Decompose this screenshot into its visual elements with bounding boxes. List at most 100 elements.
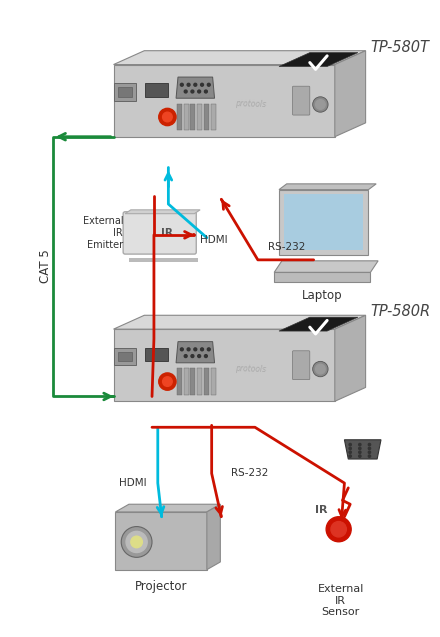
FancyBboxPatch shape (118, 352, 132, 361)
Circle shape (163, 112, 172, 122)
Circle shape (349, 451, 352, 454)
Polygon shape (279, 190, 368, 255)
FancyBboxPatch shape (211, 104, 216, 131)
FancyBboxPatch shape (204, 368, 209, 395)
Polygon shape (279, 53, 358, 66)
Circle shape (187, 83, 190, 86)
Circle shape (131, 536, 143, 548)
Circle shape (359, 443, 361, 446)
Circle shape (184, 90, 187, 93)
Circle shape (368, 451, 370, 454)
FancyBboxPatch shape (123, 211, 196, 254)
Text: protools: protools (235, 99, 266, 110)
Circle shape (201, 348, 203, 351)
Polygon shape (176, 77, 215, 98)
Circle shape (368, 447, 370, 450)
Polygon shape (345, 440, 381, 459)
Circle shape (349, 443, 352, 446)
FancyBboxPatch shape (184, 104, 189, 131)
FancyBboxPatch shape (191, 368, 195, 395)
Circle shape (121, 527, 152, 557)
Polygon shape (114, 315, 366, 329)
Circle shape (180, 83, 183, 86)
Circle shape (187, 348, 190, 351)
Circle shape (349, 447, 352, 450)
Polygon shape (129, 258, 198, 262)
Circle shape (207, 83, 210, 86)
FancyBboxPatch shape (184, 368, 189, 395)
Circle shape (313, 97, 328, 112)
Text: IR: IR (161, 228, 172, 238)
Text: HDMI: HDMI (200, 235, 228, 245)
Circle shape (159, 108, 176, 125)
Circle shape (163, 376, 172, 387)
Polygon shape (279, 184, 376, 190)
FancyBboxPatch shape (204, 104, 209, 131)
Circle shape (207, 348, 210, 351)
Polygon shape (274, 261, 378, 273)
Text: HDMI: HDMI (119, 478, 146, 488)
Circle shape (368, 443, 370, 446)
Circle shape (198, 90, 201, 93)
Circle shape (194, 83, 197, 86)
FancyBboxPatch shape (197, 368, 202, 395)
FancyBboxPatch shape (197, 104, 202, 131)
Circle shape (198, 355, 201, 357)
Text: RS-232: RS-232 (268, 242, 305, 252)
Polygon shape (176, 341, 215, 363)
Text: TP-580T: TP-580T (370, 39, 429, 55)
Polygon shape (125, 210, 200, 213)
Polygon shape (114, 64, 335, 137)
Circle shape (205, 355, 207, 357)
Text: protools: protools (235, 364, 266, 374)
Circle shape (180, 348, 183, 351)
Circle shape (349, 455, 352, 457)
Text: RS-232: RS-232 (231, 468, 268, 478)
FancyBboxPatch shape (191, 104, 195, 131)
Polygon shape (284, 194, 363, 250)
Circle shape (313, 361, 328, 376)
Circle shape (315, 99, 325, 110)
Circle shape (191, 90, 194, 93)
Circle shape (201, 83, 203, 86)
Text: External
IR
Sensor: External IR Sensor (317, 584, 364, 617)
FancyBboxPatch shape (145, 348, 169, 361)
Circle shape (359, 455, 361, 457)
Text: TP-580R: TP-580R (370, 304, 430, 319)
Polygon shape (335, 315, 366, 401)
FancyBboxPatch shape (145, 83, 169, 97)
Circle shape (326, 517, 351, 541)
Polygon shape (207, 505, 220, 569)
Circle shape (331, 522, 346, 537)
Polygon shape (115, 505, 220, 512)
Circle shape (359, 447, 361, 450)
Polygon shape (335, 51, 366, 137)
Circle shape (368, 455, 370, 457)
Polygon shape (114, 51, 366, 64)
FancyBboxPatch shape (211, 368, 216, 395)
Circle shape (315, 364, 325, 374)
Circle shape (159, 373, 176, 390)
Text: CAT 5: CAT 5 (39, 250, 52, 283)
FancyBboxPatch shape (118, 87, 132, 97)
FancyBboxPatch shape (177, 368, 182, 395)
FancyBboxPatch shape (293, 86, 310, 115)
Polygon shape (274, 273, 370, 282)
Text: IR: IR (315, 505, 328, 515)
Circle shape (126, 531, 147, 552)
Polygon shape (279, 317, 358, 331)
Circle shape (184, 355, 187, 357)
Text: Laptop: Laptop (302, 289, 343, 302)
FancyBboxPatch shape (293, 351, 310, 380)
FancyBboxPatch shape (114, 348, 136, 365)
FancyBboxPatch shape (177, 104, 182, 131)
Circle shape (194, 348, 197, 351)
Polygon shape (114, 329, 335, 401)
Circle shape (205, 90, 207, 93)
Circle shape (191, 355, 194, 357)
Circle shape (359, 451, 361, 454)
Polygon shape (115, 512, 207, 569)
Text: Projector: Projector (135, 580, 187, 594)
FancyBboxPatch shape (114, 83, 136, 101)
Text: External
IR
Emitter: External IR Emitter (83, 217, 123, 250)
